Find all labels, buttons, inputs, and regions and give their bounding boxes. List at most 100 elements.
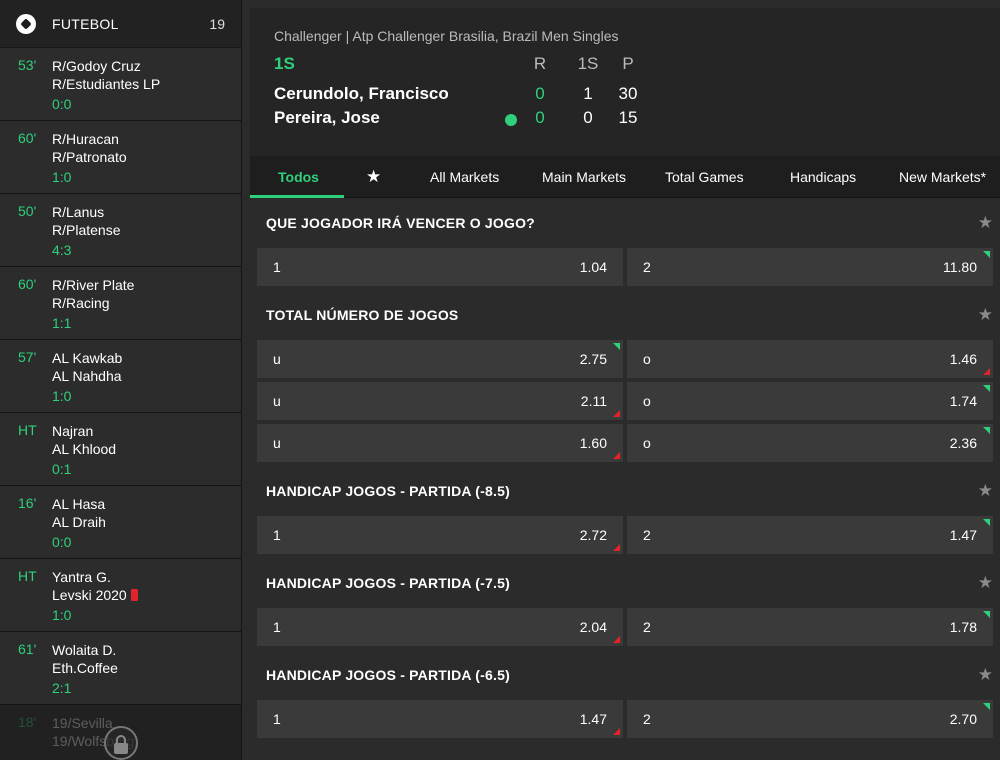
odd-value: 2.70 [949,711,977,727]
sport-header[interactable]: FUTEBOL 19 [0,0,241,48]
odd-value: 1.74 [949,393,977,409]
sidebar: FUTEBOL 19 53' R/Godoy Cruz R/Estudiante… [0,0,242,760]
red-card-icon [130,589,138,601]
away-team: Levski 2020 [52,587,127,603]
odd-value: 1.46 [949,351,977,367]
odds-cell[interactable]: 1 2.04 [257,608,623,646]
player-1-points: 30 [618,84,638,103]
player-1-name: Cerundolo, Francisco [274,84,449,103]
market-title: HANDICAP JOGOS - PARTIDA (-7.5) [266,575,510,591]
match-item[interactable]: HT Yantra G. Levski 2020 1:0 [0,559,241,632]
lock-icon[interactable] [104,726,138,760]
match-count: 19 [209,15,225,32]
match-item[interactable]: 16' AL Hasa AL Draih 0:0 [0,486,241,559]
odds-cell[interactable]: 1 1.47 [257,700,623,738]
match-score: 1:0 [52,169,72,185]
market-title: TOTAL NÚMERO DE JOGOS [266,307,459,323]
serve-indicator-icon [505,114,517,126]
match-minute: 60' [18,276,37,292]
market-title: HANDICAP JOGOS - PARTIDA (-8.5) [266,483,510,499]
main-panel: Challenger | Atp Challenger Brasilia, Br… [250,8,1000,760]
star-icon[interactable]: ★ [977,481,993,500]
odd-value: 2.72 [579,527,607,543]
home-team: R/Godoy Cruz [52,58,141,74]
soccer-ball-icon [16,13,36,34]
odds-cell[interactable]: u 1.60 [257,424,623,462]
match-score: 2:1 [52,680,72,696]
selection-label: u [273,393,281,409]
odds-cell[interactable]: u 2.11 [257,382,623,420]
odds-cell[interactable]: 1 1.04 [257,248,623,286]
odds-cell[interactable]: 1 2.72 [257,516,623,554]
odd-value: 1.47 [949,527,977,543]
away-team: Eth.Coffee [52,660,118,676]
tab-new-markets[interactable]: New Markets* [899,169,987,185]
star-icon[interactable]: ★ [977,213,993,232]
tab-total-games[interactable]: Total Games [665,169,744,185]
odds-cell[interactable]: 2 11.80 [627,248,993,286]
away-team: R/Racing [52,295,110,311]
odd-value: 1.04 [579,259,607,275]
selection-label: 1 [273,711,281,727]
odds-cell[interactable]: 2 1.78 [627,608,993,646]
home-team: Najran [52,423,94,439]
selection-label: 1 [273,619,281,635]
match-minute: 18' [18,714,37,730]
tab-handicaps[interactable]: Handicaps [790,169,857,185]
odds-cell[interactable]: o 1.74 [627,382,993,420]
favorites-star-icon[interactable]: ★ [366,167,382,186]
player-2-set: 0 [583,108,593,127]
tab-main-markets[interactable]: Main Markets [542,169,627,185]
away-team: R/Platense [52,222,121,238]
active-tab-indicator [250,195,344,198]
match-item[interactable]: 60' R/Huracan R/Patronato 1:0 [0,121,241,194]
odds-cell[interactable]: o 2.36 [627,424,993,462]
match-score: 4:3 [52,242,72,258]
match-item[interactable]: 50' R/Lanus R/Platense 4:3 [0,194,241,267]
home-team: R/River Plate [52,277,135,293]
selection-label: o [643,435,651,451]
match-minute: 50' [18,203,37,219]
away-team: AL Draih [52,514,106,530]
match-score: 0:0 [52,96,72,112]
match-minute: 16' [18,495,37,511]
odds-cell[interactable]: u 2.75 [257,340,623,378]
home-team: R/Lanus [52,204,105,220]
home-team: AL Hasa [52,496,106,512]
star-icon[interactable]: ★ [977,665,993,684]
odd-value: 1.47 [579,711,607,727]
market-title: HANDICAP JOGOS - PARTIDA (-6.5) [266,667,510,683]
odds-cell[interactable]: 2 2.70 [627,700,993,738]
player-2-r: 0 [535,108,545,127]
star-icon[interactable]: ★ [977,305,993,324]
match-minute: HT [18,568,37,584]
match-item[interactable]: 57' AL Kawkab AL Nahdha 1:0 [0,340,241,413]
match-item[interactable]: HT Najran AL Khlood 0:1 [0,413,241,486]
match-item[interactable]: 60' R/River Plate R/Racing 1:1 [0,267,241,340]
match-item[interactable]: 61' Wolaita D. Eth.Coffee 2:1 [0,632,241,705]
market-block: HANDICAP JOGOS - PARTIDA (-8.5) ★ 1 2.72 … [250,466,1000,554]
match-minute: 53' [18,57,37,73]
away-team: R/Estudiantes LP [52,76,161,92]
away-team: AL Khlood [52,441,117,457]
selection-label: u [273,435,281,451]
match-minute: 57' [18,349,37,365]
odd-value: 1.60 [579,435,607,451]
tab-all-markets[interactable]: All Markets [430,169,500,185]
player-2-points: 15 [618,108,638,127]
star-icon[interactable]: ★ [977,573,993,592]
market-block: QUE JOGADOR IRÁ VENCER O JOGO? ★ 1 1.04 2… [250,198,1000,286]
market-tabs: Todos ★ All Markets Main Markets Total G… [250,156,1000,198]
selection-label: o [643,393,651,409]
tab-todos[interactable]: Todos [278,169,319,185]
odd-value: 2.04 [579,619,607,635]
odds-cell[interactable]: o 1.46 [627,340,993,378]
odd-value: 1.78 [949,619,977,635]
header-r: R [533,54,547,73]
market-block: HANDICAP JOGOS - PARTIDA (-6.5) ★ 1 1.47 … [250,650,1000,738]
selection-label: 2 [643,259,651,275]
odds-cell[interactable]: 2 1.47 [627,516,993,554]
event-title: Challenger | Atp Challenger Brasilia, Br… [274,28,619,44]
match-item[interactable]: 53' R/Godoy Cruz R/Estudiantes LP 0:0 [0,48,241,121]
match-minute: 61' [18,641,37,657]
